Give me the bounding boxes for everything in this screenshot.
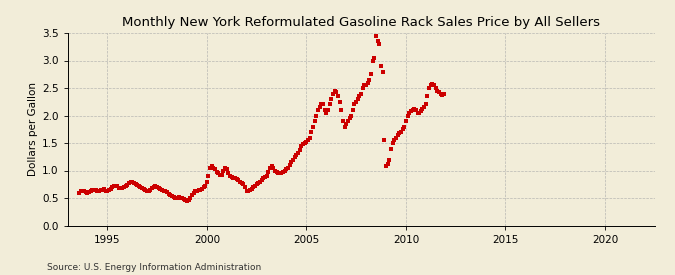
Text: Source: U.S. Energy Information Administration: Source: U.S. Energy Information Administ… bbox=[47, 263, 261, 272]
Title: Monthly New York Reformulated Gasoline Rack Sales Price by All Sellers: Monthly New York Reformulated Gasoline R… bbox=[122, 16, 600, 29]
Y-axis label: Dollars per Gallon: Dollars per Gallon bbox=[28, 82, 38, 176]
